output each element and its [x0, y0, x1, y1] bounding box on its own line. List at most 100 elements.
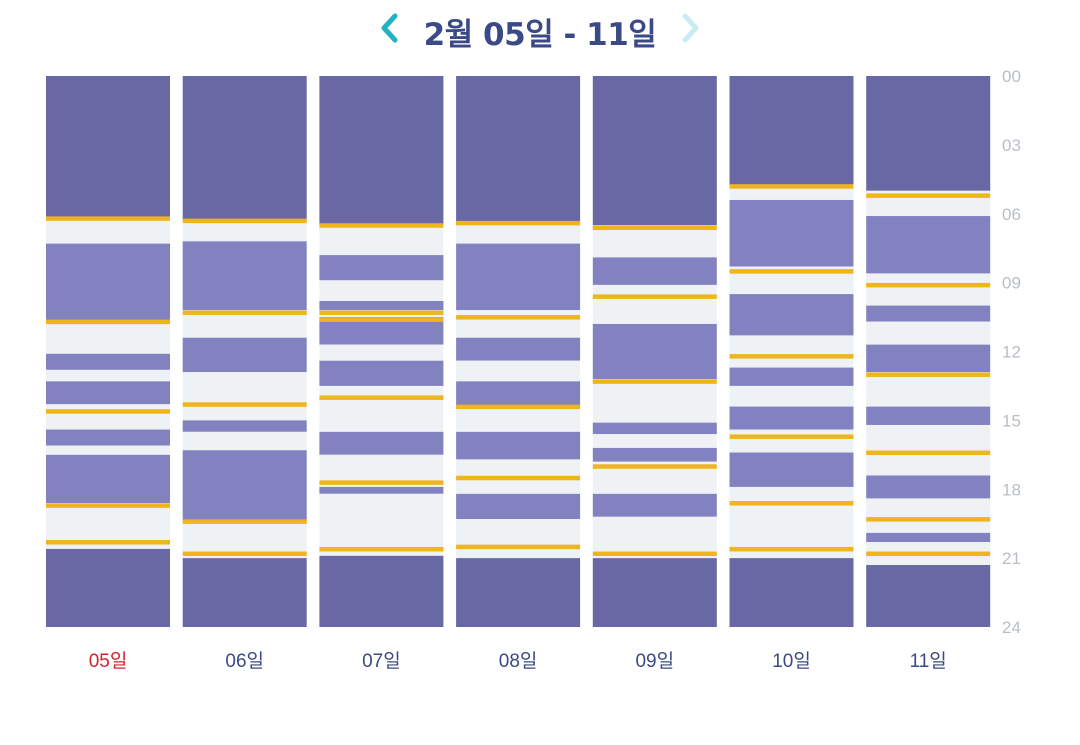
awake-marker: [729, 546, 854, 552]
awake-marker: [729, 269, 854, 274]
sleep-segment-awake: [866, 273, 991, 306]
sleep-segment-light: [456, 381, 581, 407]
awake-marker: [182, 310, 307, 315]
awake-marker: [182, 402, 307, 407]
sleep-segment-light: [46, 353, 170, 370]
sleep-segment-awake: [456, 360, 581, 382]
day-column[interactable]: [456, 76, 581, 627]
day-label: 07일: [362, 650, 401, 672]
sleep-segment-light: [46, 243, 170, 322]
awake-marker: [319, 395, 444, 400]
sleep-segment-light: [729, 367, 854, 386]
sleep-segment-deep: [592, 76, 717, 226]
day-column[interactable]: [46, 76, 170, 627]
sleep-segment-awake: [46, 218, 170, 244]
prev-week-button[interactable]: [370, 8, 410, 48]
chevron-right-icon: [682, 13, 699, 43]
sleep-segment-light: [182, 420, 307, 432]
awake-marker: [319, 546, 444, 552]
day-column[interactable]: [866, 76, 991, 627]
sleep-segment-awake: [592, 434, 717, 448]
sleep-segment-awake: [182, 220, 307, 242]
sleep-segment-light: [319, 431, 444, 455]
awake-marker: [866, 372, 991, 377]
sleep-segment-deep: [456, 76, 581, 223]
sleep-segment-awake: [319, 280, 444, 301]
sleep-segment-awake: [729, 429, 854, 453]
hour-tick-label: 09: [1002, 274, 1021, 293]
sleep-segment-awake: [729, 486, 854, 559]
awake-marker: [319, 317, 444, 322]
hour-tick-label: 00: [1002, 67, 1021, 86]
sleep-segment-light: [456, 493, 581, 520]
sleep-segment-light: [319, 255, 444, 281]
hour-tick-label: 12: [1002, 343, 1021, 362]
awake-marker: [866, 551, 991, 557]
day-label: 06일: [225, 650, 264, 672]
sleep-segment-light: [729, 406, 854, 430]
sleep-segment-awake: [182, 372, 307, 421]
next-week-button[interactable]: [670, 8, 710, 48]
sleep-segment-light: [456, 243, 581, 311]
hour-tick-label: 24: [1002, 618, 1021, 637]
hour-tick-label: 03: [1002, 136, 1021, 155]
sleep-segment-light: [866, 475, 991, 499]
sleep-segment-awake: [319, 385, 444, 432]
sleep-segment-deep: [182, 76, 307, 221]
hour-tick-label: 21: [1002, 549, 1021, 568]
awake-marker: [456, 220, 581, 226]
awake-marker: [319, 310, 444, 315]
day-column[interactable]: [182, 76, 307, 627]
sleep-segment-light: [319, 486, 444, 494]
day-column[interactable]: [319, 76, 444, 627]
sleep-segment-deep: [182, 558, 307, 627]
hour-tick-label: 06: [1002, 205, 1021, 224]
sleep-segment-light: [182, 450, 307, 522]
sleep-segment-awake: [46, 369, 170, 382]
sleep-segment-light: [866, 344, 991, 373]
sleep-segment-light: [866, 406, 991, 425]
awake-marker: [182, 551, 307, 557]
sleep-segment-awake: [866, 498, 991, 533]
sleep-segment-deep: [866, 76, 991, 191]
day-label: 09일: [635, 650, 674, 672]
sleep-segment-light: [319, 300, 444, 311]
awake-marker: [729, 434, 854, 439]
sleep-segment-light: [866, 305, 991, 322]
chevron-left-icon: [381, 13, 398, 43]
sleep-segment-awake: [866, 321, 991, 345]
sleep-segment-awake: [592, 516, 717, 559]
sleep-segment-light: [456, 431, 581, 460]
awake-marker: [866, 282, 991, 288]
awake-marker: [866, 450, 991, 456]
sleep-segment-deep: [729, 558, 854, 627]
day-column[interactable]: [729, 76, 854, 627]
sleep-segment-light: [319, 360, 444, 386]
sleep-segment-awake: [456, 519, 581, 559]
awake-marker: [592, 379, 717, 384]
day-column[interactable]: [592, 76, 717, 627]
sleep-segment-light: [46, 454, 170, 504]
day-label: 11일: [910, 650, 947, 672]
sleep-segment-light: [592, 447, 717, 462]
sleep-segment-light: [729, 452, 854, 487]
awake-marker: [592, 551, 717, 557]
sleep-segment-light: [592, 257, 717, 285]
sleep-segment-awake: [46, 321, 170, 354]
awake-marker: [866, 193, 991, 198]
awake-marker: [46, 409, 170, 414]
sleep-segment-awake: [866, 424, 991, 476]
sleep-segment-awake: [729, 335, 854, 368]
day-label: 10일: [772, 650, 811, 672]
awake-marker: [319, 223, 444, 228]
sleep-segment-awake: [319, 344, 444, 361]
sleep-segment-awake: [456, 406, 581, 432]
sleep-segment-deep: [46, 548, 170, 627]
sleep-segment-deep: [592, 558, 717, 627]
sleep-segment-deep: [319, 555, 444, 627]
awake-marker: [319, 480, 444, 485]
awake-marker: [456, 544, 581, 550]
sleep-segment-awake: [729, 188, 854, 200]
sleep-segment-light: [456, 337, 581, 361]
